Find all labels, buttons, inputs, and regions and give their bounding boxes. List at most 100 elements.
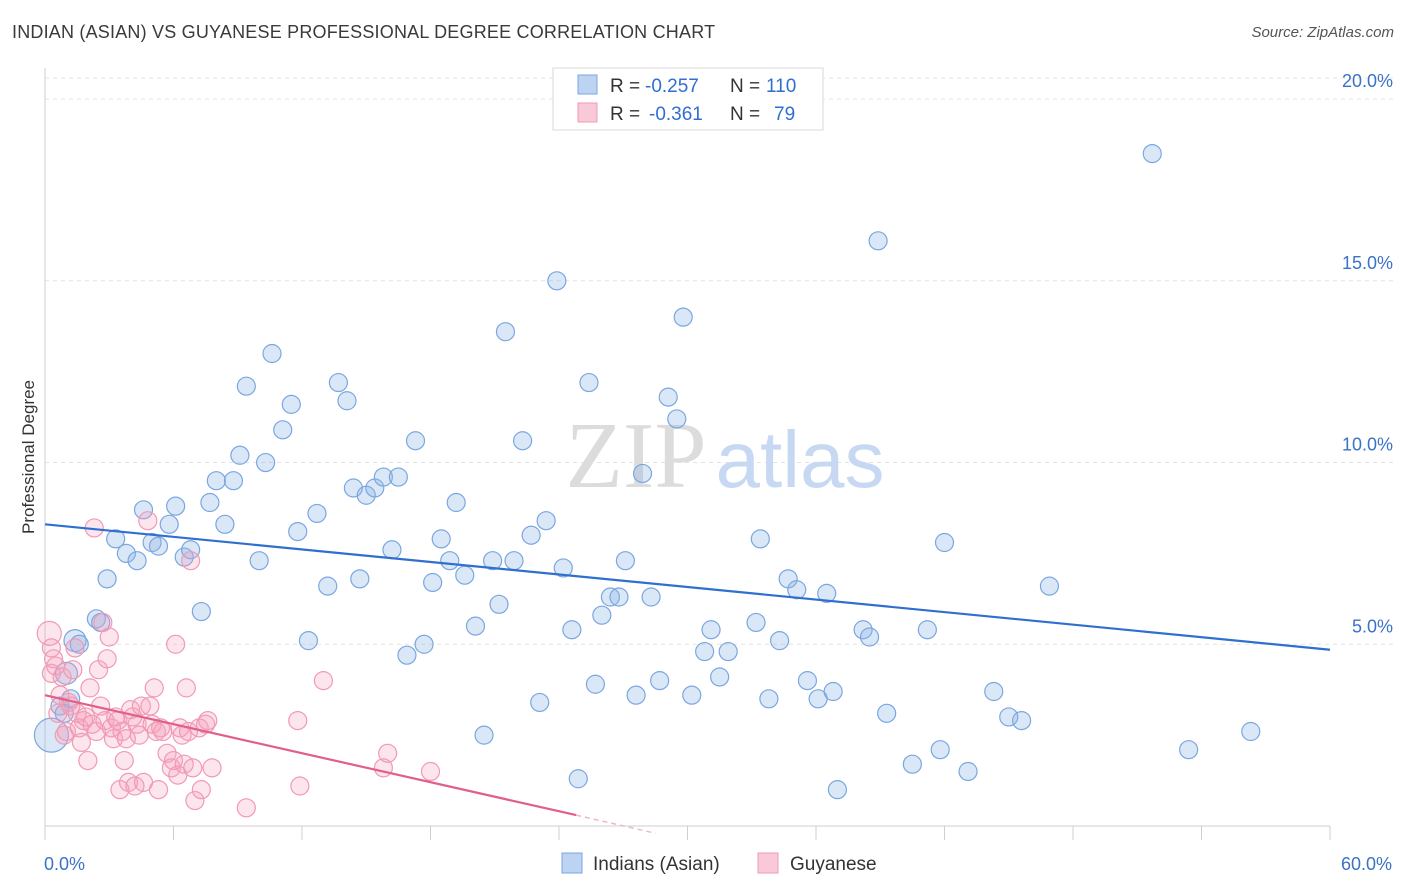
data-point [431, 529, 451, 549]
y-tick-label: 5.0% [1352, 616, 1393, 636]
bottom-legend-label-indians: Indians (Asian) [593, 854, 720, 875]
trend-lines [44, 523, 1331, 835]
data-point [262, 343, 282, 364]
data-point [455, 565, 475, 585]
data-point [56, 721, 77, 742]
data-point [249, 551, 269, 571]
data-point [202, 758, 222, 778]
data-point [902, 754, 922, 774]
data-point [917, 620, 937, 640]
data-point [530, 692, 550, 713]
data-point [43, 649, 64, 669]
data-point [328, 372, 349, 393]
data-point [934, 532, 955, 553]
y-tick-label: 10.0% [1342, 435, 1393, 455]
bottom-legend-swatch-indians [561, 852, 583, 874]
data-point [236, 798, 256, 818]
legend-r-value-1: -0.361 [649, 104, 703, 125]
data-point [859, 627, 880, 647]
legend-r-label-1: R = [610, 104, 640, 125]
stats-legend-box [552, 67, 824, 131]
data-point [504, 551, 524, 571]
data-point [609, 587, 629, 607]
data-point [673, 307, 693, 327]
legend-r-label-0: R = [610, 76, 640, 97]
watermark: ZIP atlas [566, 404, 885, 508]
data-point [827, 780, 848, 800]
data-point [626, 685, 646, 705]
data-point [853, 620, 873, 640]
data-point [388, 467, 408, 487]
data-point [521, 525, 541, 545]
data-point [157, 743, 177, 763]
data-point [176, 678, 196, 698]
data-point [585, 674, 606, 694]
bottom-legend-swatch-guyanese [757, 852, 779, 874]
data-point [695, 641, 715, 662]
data-point [318, 576, 338, 596]
data-point [547, 271, 567, 291]
data-point [397, 645, 417, 665]
series-indians-asian [33, 143, 1261, 800]
data-point [440, 551, 460, 571]
data-point [337, 391, 357, 411]
watermark-atlas: atlas [716, 415, 885, 504]
data-point [378, 743, 398, 763]
data-point [148, 780, 169, 800]
x-tick-label-min: 0.0% [44, 854, 85, 874]
y-tick-labels: 5.0% 10.0% 15.0% 20.0% [1342, 71, 1393, 636]
data-point [185, 790, 205, 811]
source-label: Source: ZipAtlas.com [1251, 24, 1394, 41]
data-point [166, 496, 186, 516]
data-point [877, 703, 897, 723]
data-point [307, 503, 327, 524]
data-point [710, 667, 730, 687]
data-point [116, 543, 136, 564]
data-point [495, 322, 516, 342]
data-point [298, 631, 319, 651]
data-point [127, 551, 147, 571]
data-point [658, 387, 678, 407]
data-point [52, 667, 72, 687]
data-point [236, 376, 256, 396]
legend-n-label-1: N = [730, 104, 760, 125]
data-point [958, 761, 978, 782]
trend-line-indians [44, 523, 1331, 651]
data-point [255, 452, 276, 473]
data-point [483, 551, 503, 571]
data-point [373, 467, 393, 487]
data-point [118, 772, 139, 792]
data-point [701, 620, 721, 640]
data-point [489, 594, 509, 614]
data-point [420, 761, 441, 782]
data-point [148, 536, 169, 556]
data-point [223, 471, 244, 491]
y-axis-label: Professional Degree [19, 380, 38, 534]
legend-n-label-0: N = [730, 76, 760, 97]
data-point [181, 551, 201, 571]
data-point [868, 231, 888, 251]
data-point [138, 511, 158, 531]
data-point [273, 420, 293, 440]
data-point [140, 696, 160, 716]
x-tick-label-max: 60.0% [1341, 854, 1392, 874]
data-point [288, 710, 308, 731]
y-tick-label: 20.0% [1342, 71, 1393, 91]
data-point [1241, 721, 1261, 742]
data-point [63, 660, 83, 680]
data-point [116, 729, 136, 749]
data-point [181, 540, 201, 560]
data-point [144, 678, 164, 698]
legend-n-value-0: 110 [766, 76, 796, 97]
data-point [206, 471, 226, 491]
data-point [382, 540, 402, 560]
data-point [750, 529, 770, 549]
data-point [667, 409, 687, 429]
data-point [641, 587, 661, 607]
data-point [553, 558, 573, 578]
data-point [592, 605, 612, 625]
series-legend: Indians (Asian) Guyanese [561, 852, 877, 875]
data-point [769, 631, 790, 651]
data-point [423, 572, 443, 593]
data-point [579, 372, 599, 393]
